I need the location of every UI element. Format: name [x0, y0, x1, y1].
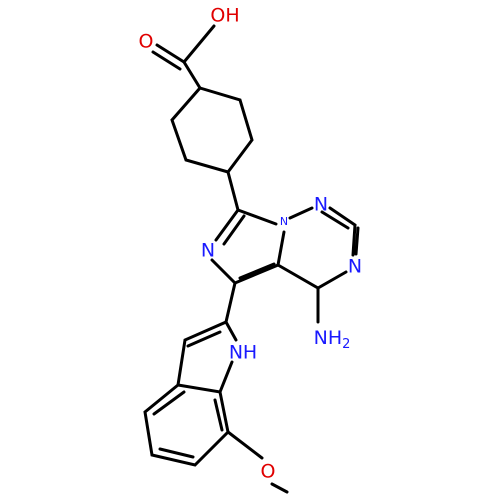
- bond: [226, 430, 289, 494]
- bond: [226, 170, 240, 212]
- amine-subscript: 2: [342, 337, 350, 352]
- atom-label: N: [314, 194, 328, 216]
- atom-label: OH: [210, 5, 239, 27]
- bond: [182, 24, 216, 90]
- atom-label: H: [243, 342, 257, 364]
- atom-label: N: [348, 256, 362, 278]
- bond: [176, 281, 238, 394]
- atom-label: O: [261, 461, 276, 483]
- atom-label: N: [201, 240, 215, 262]
- amine-label: NH2: [314, 327, 351, 352]
- amine-text: NH: [314, 327, 343, 349]
- atom-label: N: [229, 342, 243, 364]
- bond: [320, 210, 350, 230]
- atom-label: O: [139, 31, 154, 53]
- bond: [143, 383, 230, 467]
- bond: [238, 262, 276, 280]
- bond: [210, 208, 286, 285]
- atom-label: N: [280, 215, 288, 228]
- bond: [276, 206, 360, 324]
- bonds: [143, 24, 360, 494]
- bond: [151, 43, 186, 71]
- bond: [170, 86, 254, 174]
